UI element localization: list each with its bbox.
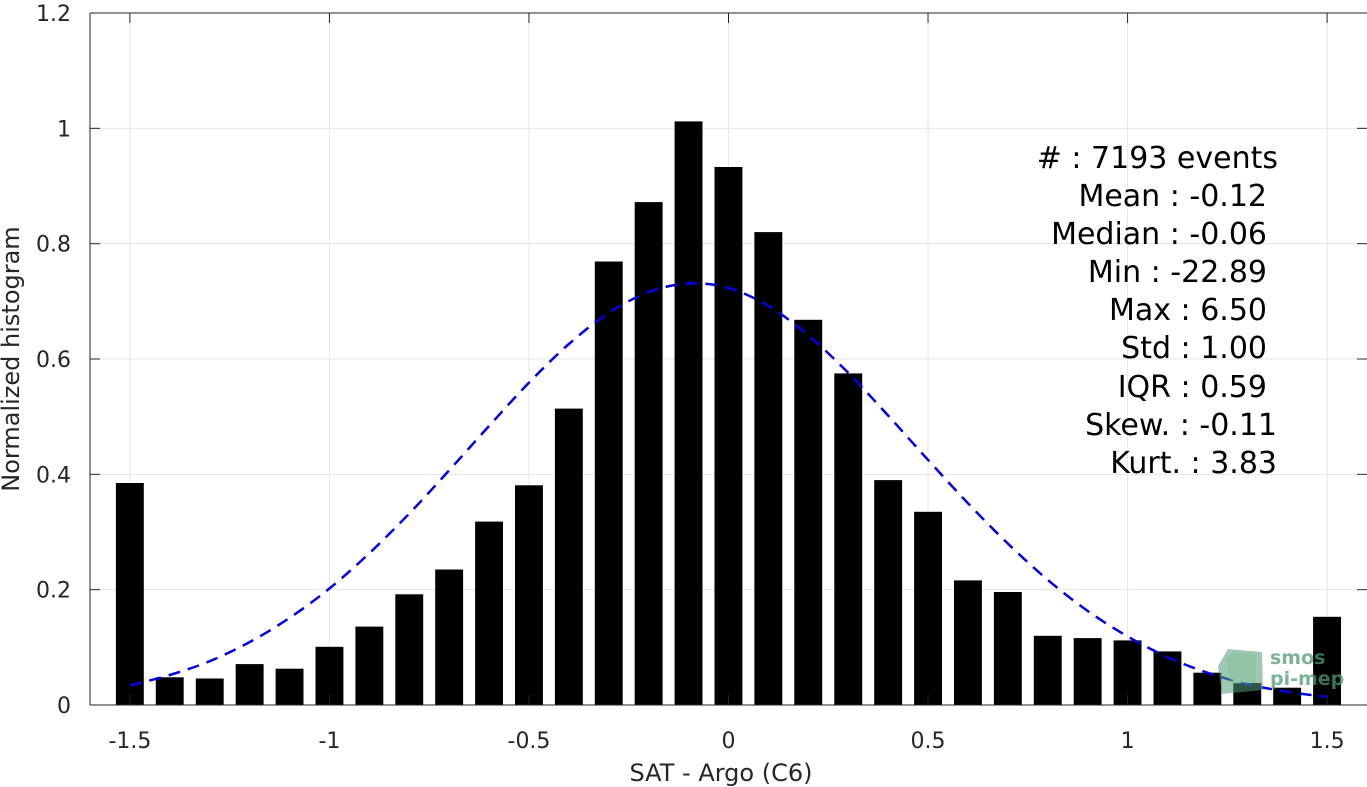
stat-median: Median : -0.06 (1051, 217, 1267, 252)
logo-text-line1: smos (1270, 647, 1325, 669)
histogram-bar (195, 678, 224, 705)
histogram-bar (714, 167, 743, 705)
histogram-bar (435, 569, 464, 705)
stat-max: Max : 6.50 (1109, 293, 1267, 328)
stat-std: Std : 1.00 (1121, 331, 1267, 366)
histogram-bar (1073, 638, 1102, 705)
stat-kurt: Kurt. : 3.83 (1110, 446, 1277, 481)
histogram-bar (1273, 687, 1302, 705)
x-tick-label: 1.5 (1310, 729, 1345, 754)
histogram-bar (634, 202, 663, 705)
histogram-bar (515, 485, 543, 705)
histogram-bar (993, 592, 1022, 705)
smos-pimep-logo: smos pi-mep (1218, 647, 1344, 694)
stat-mean: Mean : -0.12 (1078, 179, 1267, 214)
histogram-bar (1313, 616, 1341, 705)
y-tick-label: 0.8 (36, 233, 71, 258)
y-tick-label: 0.6 (36, 348, 71, 373)
histogram-bar (874, 480, 903, 705)
histogram-bar (1193, 672, 1222, 705)
x-tick-label: 0.5 (911, 729, 946, 754)
bars-group (115, 121, 1341, 705)
histogram-bar (794, 319, 823, 705)
stat-iqr: IQR : 0.59 (1118, 370, 1267, 405)
stat-skew: Skew. : -0.11 (1085, 408, 1277, 443)
y-tick-label: 1.2 (36, 2, 71, 27)
histogram-bar (395, 594, 424, 705)
histogram-bar (914, 511, 942, 705)
axes-frame (89, 12, 1367, 706)
x-tick-label: 0 (722, 729, 736, 754)
y-axis-label: Normalized histogram (0, 226, 25, 491)
histogram-bar (674, 121, 703, 705)
histogram-bar (235, 664, 264, 705)
histogram-bar (275, 668, 304, 705)
x-tick-label: -0.5 (508, 729, 551, 754)
stat-min: Min : -22.89 (1088, 255, 1267, 290)
stats-box: # : 7193 events Mean : -0.12 Median : -0… (1037, 141, 1278, 481)
y-tick-label: 0.4 (36, 463, 71, 488)
y-tick-label: 0 (57, 694, 71, 719)
x-tick-label: -1.5 (108, 729, 151, 754)
y-tick-label: 0.2 (36, 579, 71, 604)
histogram-bar (954, 580, 982, 705)
logo-text-line2: pi-mep (1270, 668, 1344, 690)
x-tick-labels: -1.5 -1 -0.5 0 0.5 1 1.5 (108, 729, 1344, 754)
y-tick-labels: 0 0.2 0.4 0.6 0.8 1 1.2 (36, 2, 71, 719)
histogram-bar (155, 677, 184, 705)
x-axis-label: SAT - Argo (C6) (630, 759, 813, 787)
stat-count: # : 7193 events (1037, 141, 1278, 176)
logo-shape-inner (1226, 652, 1256, 684)
histogram-bar (1113, 640, 1142, 705)
histogram-bar (355, 626, 384, 705)
histogram-bar (754, 232, 783, 705)
histogram-bar (1033, 635, 1062, 705)
histogram-bar (475, 521, 503, 705)
histogram-bar (115, 483, 144, 705)
y-tick-label: 1 (57, 117, 71, 142)
logo-shape (1218, 649, 1263, 694)
x-tick-label: 1 (1121, 729, 1135, 754)
x-tick-label: -1 (318, 729, 340, 754)
histogram-bar (554, 408, 583, 705)
histogram-bar (1153, 651, 1182, 705)
histogram-bar (594, 261, 623, 705)
histogram-bar (834, 373, 863, 705)
fit-curve (129, 282, 1328, 699)
